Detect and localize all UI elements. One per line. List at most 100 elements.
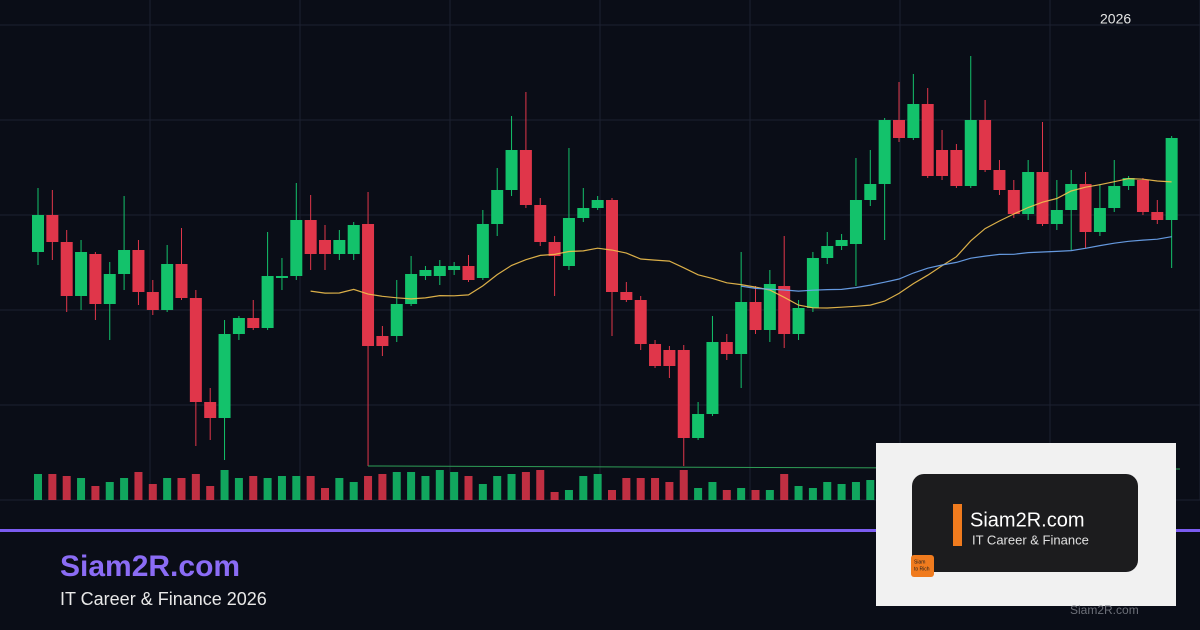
volume-bar: [765, 490, 774, 500]
candle-body: [89, 254, 102, 304]
volume-bar: [722, 490, 731, 500]
volume-bar: [321, 488, 329, 500]
candle-body: [491, 190, 504, 224]
volume-bar: [234, 478, 243, 500]
candle-body: [778, 286, 791, 334]
logo-panel: [912, 474, 1138, 572]
candle-body: [75, 252, 88, 296]
volume-bar: [780, 474, 789, 500]
volume-bar: [507, 474, 516, 500]
volume-bar: [608, 490, 616, 500]
candle-body: [950, 150, 963, 186]
candle-body: [304, 220, 317, 254]
volume-bar: [837, 484, 846, 500]
candle-body: [476, 224, 489, 278]
logo-card: Siam2R.com IT Career & Finance Siam to R…: [876, 443, 1176, 606]
moving-average: [310, 177, 1172, 309]
candle-body: [32, 215, 44, 252]
candle-body: [1093, 208, 1106, 232]
candle-body: [534, 205, 547, 242]
candle-body: [1036, 172, 1049, 224]
candle-body: [548, 242, 561, 256]
divider: [0, 529, 1200, 532]
logo-title: Siam2R.com: [970, 509, 1084, 531]
candle-body: [505, 150, 518, 190]
logo-subtitle: IT Career & Finance: [972, 532, 1089, 547]
candle-body: [405, 274, 418, 304]
volume-bar: [665, 482, 674, 500]
volume-bar: [34, 474, 42, 500]
volume-bar: [651, 478, 660, 500]
candle-body: [706, 342, 719, 414]
candle-body: [103, 274, 116, 304]
candle-body: [290, 220, 303, 276]
candle-body: [1065, 184, 1078, 210]
volume-bar: [708, 482, 717, 500]
candle-body: [806, 258, 819, 308]
volume-bar: [277, 476, 286, 500]
volume-bar: [163, 478, 172, 500]
volume-bar: [378, 474, 387, 500]
candle-body: [118, 250, 131, 274]
volume-bar: [392, 472, 401, 500]
candle-body: [1050, 210, 1063, 224]
volume-bar: [694, 488, 703, 500]
volume-bar: [536, 470, 545, 500]
candle-body: [606, 200, 618, 292]
candle-body: [419, 270, 432, 276]
candle-body: [46, 215, 59, 242]
volume-bar: [808, 488, 817, 500]
candle-body: [1007, 190, 1020, 214]
volume-bar: [148, 484, 157, 500]
volume-bar: [349, 482, 358, 500]
candle-body: [175, 264, 188, 298]
candle-body: [462, 266, 475, 280]
candle-body: [1122, 178, 1135, 186]
volume-bar: [478, 484, 487, 500]
candle-body: [936, 150, 949, 176]
candle-body: [232, 318, 245, 334]
volume-bar: [564, 490, 573, 500]
candle-body: [634, 300, 647, 344]
candle-body: [347, 225, 360, 254]
candle-body: [448, 266, 461, 270]
candle-body: [247, 318, 260, 328]
volume-bar: [263, 478, 272, 500]
candle-body: [333, 240, 346, 254]
candle-body: [132, 250, 145, 292]
candle-body: [1022, 172, 1035, 214]
footer-title: Siam2R.com: [60, 550, 240, 583]
volume-bar: [120, 478, 129, 500]
candle-body: [792, 308, 805, 334]
volume-bar: [364, 476, 373, 500]
volume-bar: [407, 472, 416, 500]
candle-body: [577, 208, 590, 218]
moving-average: [741, 236, 1172, 292]
candle-body: [562, 218, 575, 266]
volume-bar: [794, 486, 803, 500]
candle-body: [146, 292, 159, 310]
candle-body: [1108, 186, 1121, 208]
volume-bar: [493, 476, 502, 500]
volume-bar: [464, 476, 473, 500]
candle-body: [649, 344, 662, 366]
candle-body: [878, 120, 891, 184]
candle-body: [376, 336, 389, 346]
volume-bar: [521, 472, 530, 500]
volume-bar: [91, 486, 100, 500]
volume-bar: [105, 482, 114, 500]
candle-body: [433, 266, 446, 276]
volume-bar: [77, 478, 86, 500]
volume-bar: [851, 482, 860, 500]
candle-body: [218, 334, 231, 418]
volume-bar: [134, 472, 143, 500]
candle-body: [921, 104, 934, 176]
candle-body: [319, 240, 331, 254]
candle-body: [1165, 138, 1178, 220]
candle-body: [821, 246, 834, 258]
logo-icon-line1: Siam: [914, 559, 925, 565]
volume-bar: [622, 478, 631, 500]
footer-subtitle: IT Career & Finance 2026: [60, 589, 267, 609]
candle-body: [749, 302, 762, 330]
